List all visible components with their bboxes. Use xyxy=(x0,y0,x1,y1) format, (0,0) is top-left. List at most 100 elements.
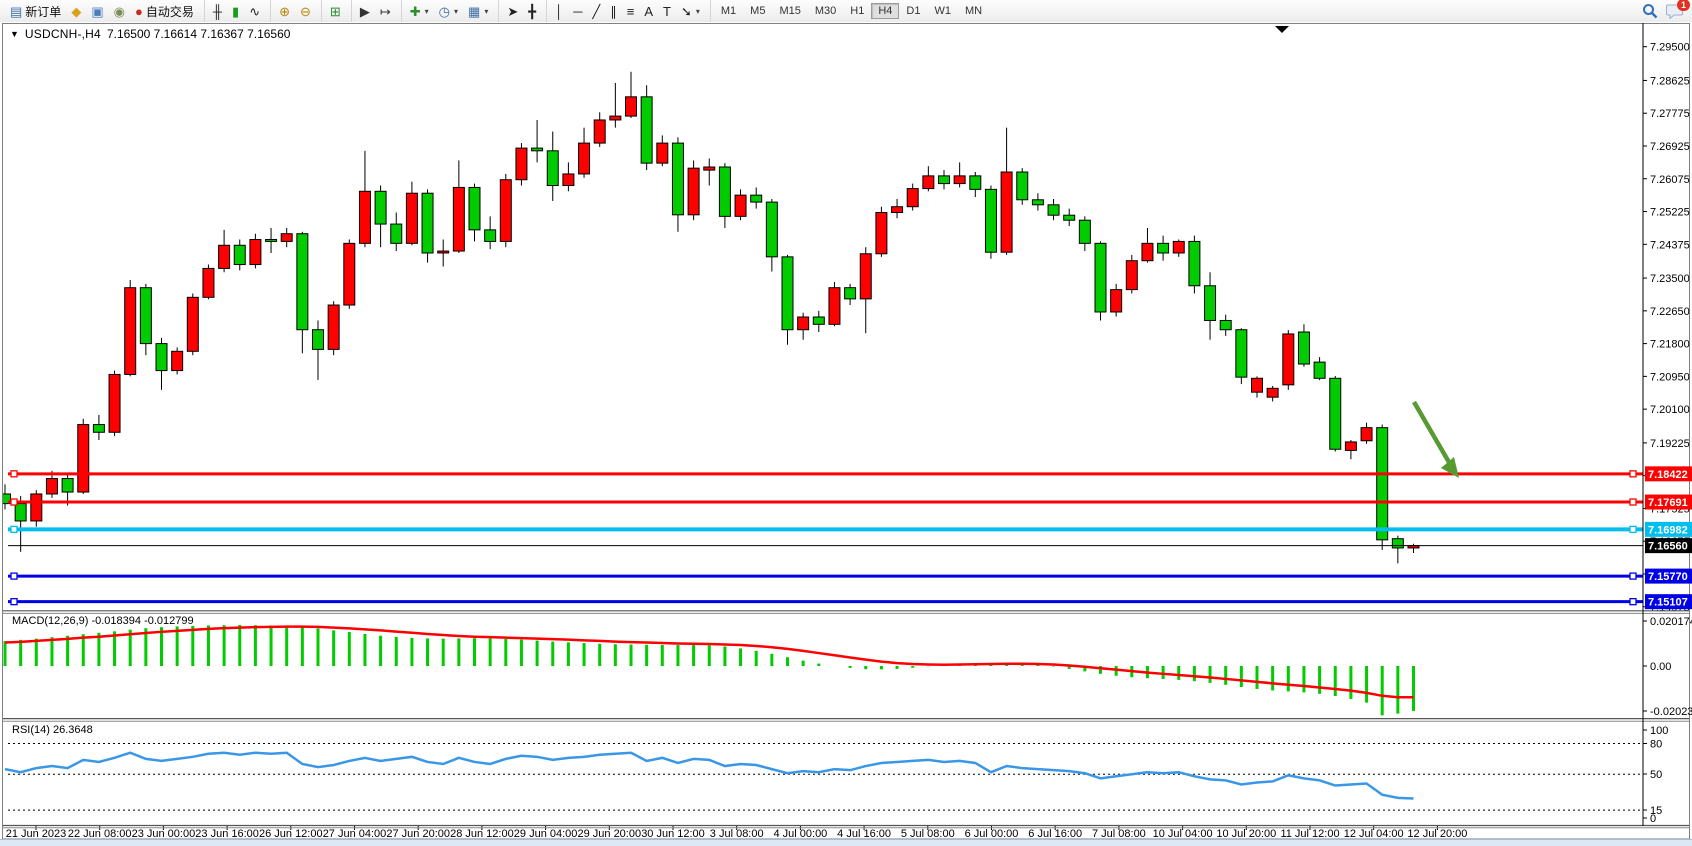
signal-button[interactable]: ◉ xyxy=(109,3,130,20)
trendline-button[interactable]: ╱ xyxy=(587,3,605,20)
candle-body xyxy=(844,287,857,300)
cursor-button[interactable]: ➤ xyxy=(502,3,523,20)
candle-body xyxy=(891,206,904,213)
terminal-button[interactable]: ▣ xyxy=(86,3,108,20)
vertical-line-button[interactable]: │ xyxy=(550,3,568,20)
timeframe-mn[interactable]: MN xyxy=(964,5,983,17)
tile-windows-button[interactable]: ⊞ xyxy=(325,3,346,20)
candle-body xyxy=(1313,361,1326,379)
svg-text:21 Jun 2023: 21 Jun 2023 xyxy=(6,828,67,840)
crosshair-button[interactable]: ╋ xyxy=(523,3,541,20)
timeframe-m15[interactable]: M15 xyxy=(779,5,801,17)
candle-body xyxy=(1078,219,1091,244)
svg-text:12 Jul 04:00: 12 Jul 04:00 xyxy=(1344,828,1404,840)
hline-handle[interactable] xyxy=(1629,572,1637,580)
auto-scroll-button[interactable]: ▶ xyxy=(355,3,375,20)
timeframe-m5[interactable]: M5 xyxy=(750,5,766,17)
hline-handle[interactable] xyxy=(1629,598,1637,606)
svg-text:28 Jun 12:00: 28 Jun 12:00 xyxy=(450,828,514,840)
vertical-line-icon: │ xyxy=(555,3,564,19)
chart-canvas[interactable]: 7.29500 7.28625 7.27775 7.26925 7.26075 7.252… xyxy=(0,22,1692,846)
candle-body xyxy=(828,287,841,325)
candle-body xyxy=(421,192,434,254)
svg-text:0.020174: 0.020174 xyxy=(1650,616,1692,628)
hline-handle[interactable] xyxy=(10,498,18,506)
candlestick-chart-button[interactable]: ▮ xyxy=(227,3,244,20)
chart-shift-button[interactable]: ↦ xyxy=(375,3,396,20)
price-line-labels: 7.18422 7.17691 7.16982 7.15770 7.15107 7.165… xyxy=(1645,466,1692,610)
timeframe-h1[interactable]: H1 xyxy=(850,5,865,17)
indicators-button[interactable]: ✚ ▾ xyxy=(405,3,434,20)
toolbar-group: ⊕ ⊖ xyxy=(270,0,319,22)
candle-body xyxy=(1110,289,1123,313)
chart-dropdown-icon[interactable]: ▼ xyxy=(10,29,19,39)
timeframe-d1[interactable]: D1 xyxy=(906,5,921,17)
svg-text:80: 80 xyxy=(1650,739,1662,751)
svg-text:23 Jun 00:00: 23 Jun 00:00 xyxy=(132,828,196,840)
svg-text:0: 0 xyxy=(1650,813,1656,825)
candle-body xyxy=(593,119,606,144)
hline-handle[interactable] xyxy=(10,525,18,534)
new-order-button[interactable]: ▤ 新订单 xyxy=(5,1,66,22)
chart-symbol-period: USDCNH-,H4 xyxy=(24,27,101,41)
candle-body xyxy=(61,478,74,493)
dropdown-caret-icon: ▾ xyxy=(424,6,429,16)
horizontal-line-button[interactable]: ─ xyxy=(568,3,587,20)
candle-body xyxy=(265,238,278,242)
zoom-out-button[interactable]: ⊖ xyxy=(295,3,316,20)
svg-text:7.26925: 7.26925 xyxy=(1650,141,1690,153)
zoom-in-button[interactable]: ⊕ xyxy=(274,3,295,20)
arrow-annotation[interactable] xyxy=(1412,400,1459,478)
hline-handle[interactable] xyxy=(10,470,18,478)
text-button[interactable]: A xyxy=(639,3,658,20)
candle-body xyxy=(546,150,559,187)
chat-button[interactable]: 1 xyxy=(1666,0,1690,19)
hline-handle[interactable] xyxy=(1629,498,1637,506)
timeframe-w1[interactable]: W1 xyxy=(934,5,951,17)
svg-text:10 Jul 20:00: 10 Jul 20:00 xyxy=(1216,828,1276,840)
timeframe-m1[interactable]: M1 xyxy=(720,5,737,17)
svg-text:7.16560: 7.16560 xyxy=(1648,541,1688,553)
trendline-icon: ╱ xyxy=(592,3,601,19)
hline-handle[interactable] xyxy=(10,572,18,580)
arrows-button[interactable]: ➘ ▾ xyxy=(676,3,705,20)
hline-handle[interactable] xyxy=(1629,470,1637,478)
timeframe-m30[interactable]: M30 xyxy=(814,5,837,17)
candle-body xyxy=(1235,329,1248,378)
toolbar-group: ▶ ↦ xyxy=(350,0,399,22)
candle-body xyxy=(750,194,763,203)
fibonacci-button[interactable]: ≡ xyxy=(622,3,640,20)
hline-handle[interactable] xyxy=(10,598,18,606)
candle-body xyxy=(155,343,168,372)
equidistant-channel-button[interactable]: ∥ xyxy=(605,3,622,20)
hline-handle[interactable] xyxy=(1629,525,1637,534)
candle-body xyxy=(390,223,403,244)
ohlc-bars-button[interactable]: ╫ xyxy=(208,3,227,20)
chart-shift-icon: ↦ xyxy=(379,3,391,19)
tile-windows-icon: ⊞ xyxy=(329,3,341,19)
svg-text:27 Jun 20:00: 27 Jun 20:00 xyxy=(386,828,450,840)
candle-body xyxy=(625,96,637,117)
svg-text:5 Jul 08:00: 5 Jul 08:00 xyxy=(901,828,955,840)
sound-alert-button[interactable]: ◆ xyxy=(66,3,86,20)
periods-button[interactable]: ◷ ▾ xyxy=(434,3,463,20)
dropdown-caret-icon: ▾ xyxy=(484,6,489,16)
text-label-button[interactable]: T xyxy=(658,3,676,20)
templates-button[interactable]: ▦ ▾ xyxy=(463,3,493,20)
search-icon[interactable] xyxy=(1642,3,1658,19)
chart-shift-marker[interactable] xyxy=(1275,26,1289,33)
candle-body xyxy=(640,96,653,164)
candle-body xyxy=(656,142,669,164)
svg-text:26 Jun 12:00: 26 Jun 12:00 xyxy=(259,828,323,840)
svg-text:7 Jul 08:00: 7 Jul 08:00 xyxy=(1092,828,1146,840)
line-chart-button[interactable]: ∿ xyxy=(244,3,265,20)
candle-body xyxy=(1125,260,1138,291)
timeframe-toolbar: M1 M5 M15 M30 H1 H4 D1 W1 MN xyxy=(709,0,992,22)
candle-body xyxy=(1360,427,1373,442)
svg-text:7.22650: 7.22650 xyxy=(1650,306,1690,318)
signal-icon: ◉ xyxy=(113,3,125,19)
timeframe-h4[interactable]: H4 xyxy=(871,3,900,19)
candle-body xyxy=(1157,242,1170,254)
autotrading-button[interactable]: ● 自动交易 xyxy=(130,1,199,22)
